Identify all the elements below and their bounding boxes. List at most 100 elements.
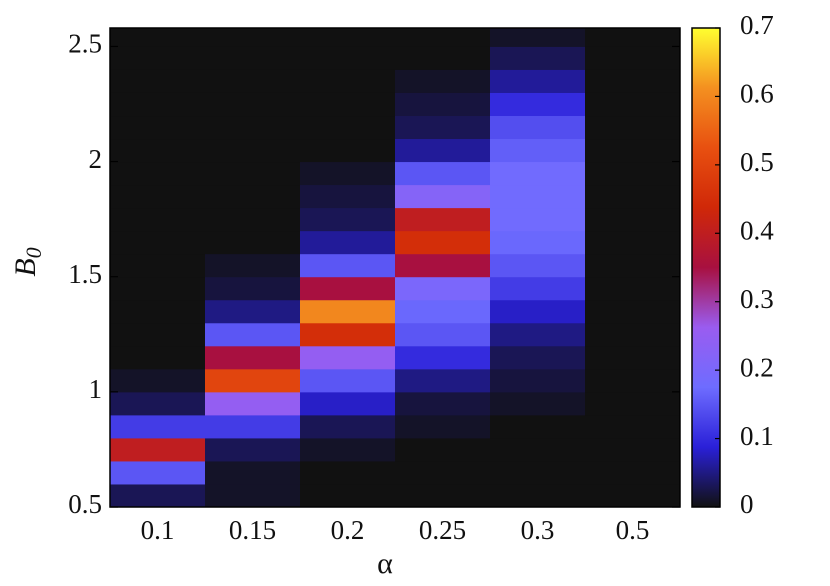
heatmap-cell [205, 28, 301, 47]
heatmap-cell [205, 437, 301, 462]
y-tick-label: 2 [89, 144, 103, 174]
heatmap-cell [490, 368, 586, 393]
heatmap-cell [395, 46, 491, 70]
heatmap-cell [205, 207, 301, 232]
heatmap-cell [490, 322, 586, 347]
heatmap-cell [585, 69, 680, 93]
y-tick-label: 0.5 [68, 489, 102, 519]
heatmap-cell [395, 368, 491, 393]
heatmap-cell [490, 115, 586, 140]
heatmap-cell [490, 207, 586, 232]
heatmap-cell [585, 253, 680, 278]
heatmap-cell [110, 345, 206, 370]
heatmap-cell [395, 391, 491, 416]
heatmap-cell [490, 345, 586, 370]
heatmap-cell [110, 115, 206, 140]
heatmap-cell [300, 299, 396, 324]
heatmap-cell [585, 437, 680, 462]
heatmap-cell [585, 276, 680, 301]
heatmap-cell [585, 138, 680, 163]
heatmap-cell [585, 483, 680, 507]
heatmap-cell [205, 276, 301, 301]
heatmap-cell [490, 230, 586, 255]
heatmap-cell [585, 391, 680, 416]
heatmap-cell [300, 368, 396, 393]
heatmap-cell [585, 115, 680, 140]
heatmap-cell [110, 276, 206, 301]
y-tick-label: 2.5 [68, 29, 102, 59]
heatmap-cell [205, 115, 301, 140]
heatmap-cell [110, 299, 206, 324]
heatmap-cell [585, 230, 680, 255]
heatmap-cell [300, 69, 396, 93]
heatmap-cell [300, 345, 396, 370]
heatmap-cell [300, 414, 396, 439]
heatmap-cell [490, 391, 586, 416]
heatmap-cell [585, 299, 680, 324]
x-tick-label: 0.15 [229, 515, 276, 545]
colorbar-tick-label: 0.5 [740, 147, 774, 177]
heatmap-cells [110, 28, 680, 507]
heatmap-cell [490, 437, 586, 462]
heatmap-cell [395, 161, 491, 186]
heatmap-cell [110, 161, 206, 186]
heatmap-cell [490, 161, 586, 186]
heatmap-cell [490, 138, 586, 163]
colorbar-tick-label: 0.2 [740, 352, 774, 382]
heatmap-cell [110, 207, 206, 232]
colorbar-tick-label: 0 [740, 489, 754, 519]
heatmap-cell [395, 69, 491, 93]
y-tick-label: 1.5 [68, 259, 102, 289]
x-tick-label: 0.2 [331, 515, 365, 545]
heatmap-cell [300, 437, 396, 462]
heatmap-cell [205, 368, 301, 393]
heatmap-cell [300, 184, 396, 209]
heatmap-cell [110, 460, 206, 485]
heatmap-cell [205, 391, 301, 416]
y-axis-label: B0 [9, 247, 46, 276]
heatmap-cell [585, 368, 680, 393]
heatmap-cell [110, 230, 206, 255]
heatmap-cell [205, 299, 301, 324]
heatmap-cell [205, 414, 301, 439]
heatmap-cell [300, 207, 396, 232]
colorbar-tick-label: 0.4 [740, 215, 774, 245]
heatmap-cell [490, 460, 586, 485]
heatmap-cell [300, 138, 396, 163]
heatmap-cell [300, 460, 396, 485]
heatmap-cell [205, 161, 301, 186]
heatmap-cell [110, 46, 206, 70]
heatmap-cell [110, 28, 206, 47]
heatmap-cell [395, 414, 491, 439]
heatmap-cell [395, 460, 491, 485]
heatmap-cell [395, 115, 491, 140]
heatmap-cell [300, 115, 396, 140]
y-axis-label-main: B [9, 258, 42, 276]
heatmap-cell [300, 92, 396, 117]
heatmap-cell [490, 28, 586, 47]
heatmap-cell [490, 276, 586, 301]
colorbar-tick-label: 0.7 [740, 10, 774, 40]
heatmap-cell [110, 483, 206, 507]
heatmap-cell [110, 69, 206, 93]
y-tick-label: 1 [89, 374, 103, 404]
heatmap-cell [585, 322, 680, 347]
heatmap-cell [205, 46, 301, 70]
heatmap-cell [585, 46, 680, 70]
heatmap-cell [300, 391, 396, 416]
heatmap-cell [395, 28, 491, 47]
heatmap-cell [395, 207, 491, 232]
colorbar-tick-label: 0.3 [740, 284, 774, 314]
heatmap-cell [205, 138, 301, 163]
heatmap-cell [205, 460, 301, 485]
heatmap-cell [585, 460, 680, 485]
heatmap-cell [490, 483, 586, 507]
heatmap-cell [110, 138, 206, 163]
colorbar-tick-label: 0.6 [740, 79, 774, 109]
heatmap-cell [395, 138, 491, 163]
heatmap-cell [300, 28, 396, 47]
colorbar-tick-label: 0.1 [740, 421, 774, 451]
heatmap-cell [110, 437, 206, 462]
heatmap-cell [300, 322, 396, 347]
heatmap-cell [395, 92, 491, 117]
